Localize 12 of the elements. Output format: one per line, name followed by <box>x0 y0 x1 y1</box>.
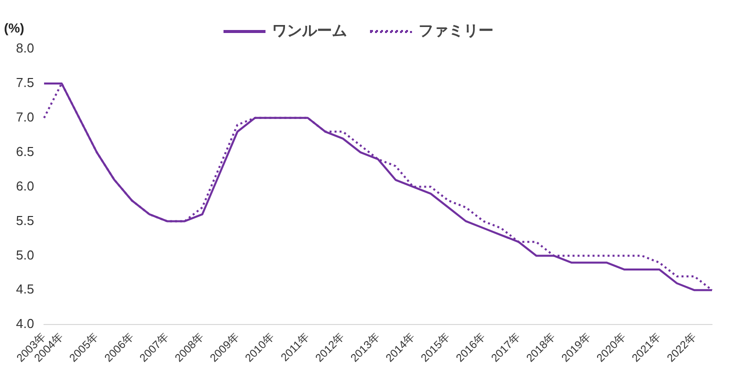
y-tick-label: 6.0 <box>16 178 34 194</box>
y-tick-label: 7.5 <box>16 75 34 90</box>
y-tick-label: 4.5 <box>16 282 34 297</box>
y-tick-label: 4.0 <box>16 316 34 332</box>
y-tick-label: 5.0 <box>16 247 34 262</box>
legend-label: ファミリー <box>418 22 494 40</box>
y-tick-label: 5.5 <box>16 212 34 228</box>
y-axis-title: (%) <box>4 20 24 36</box>
y-tick-label: 8.0 <box>16 40 34 56</box>
y-tick-label: 7.0 <box>16 109 34 124</box>
y-tick-label: 6.5 <box>16 144 34 159</box>
legend-label: ワンルーム <box>272 22 347 40</box>
